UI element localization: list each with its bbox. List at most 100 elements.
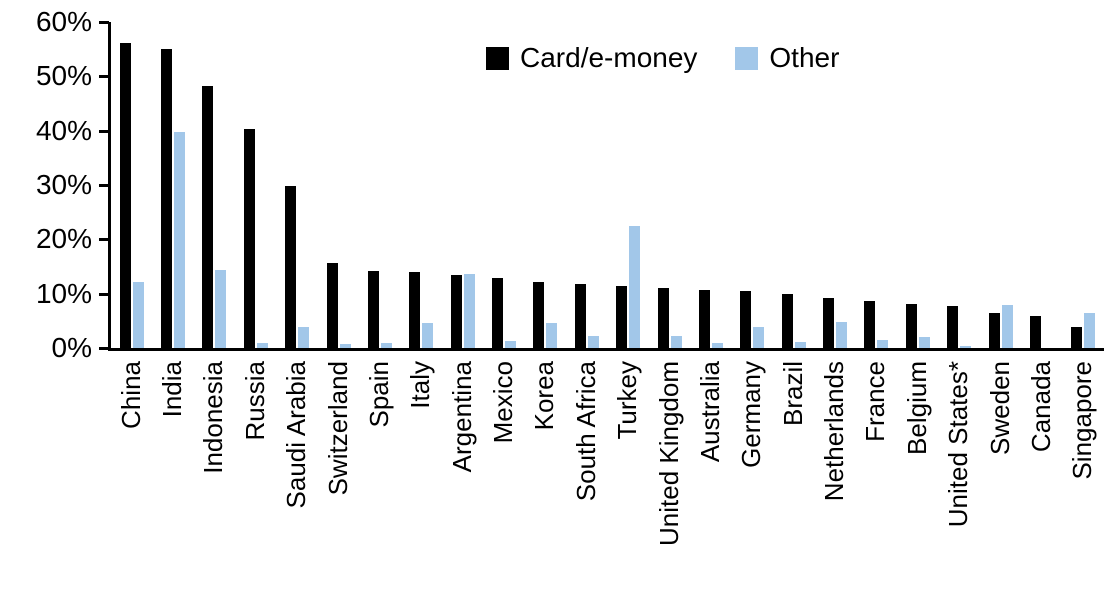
bar-card-e-money-saudi-arabia (285, 186, 297, 348)
x-label-cell-india: India (152, 361, 193, 591)
x-label-cell-united-kingdom: United Kingdom (649, 361, 690, 591)
bar-other-india (174, 132, 186, 348)
bar-group-russia (235, 22, 276, 348)
x-label-cell-sweden: Sweden (980, 361, 1021, 591)
bar-card-e-money-australia (698, 289, 710, 348)
bar-other-russia (256, 343, 268, 348)
bar-card-e-money-india (161, 49, 173, 348)
bar-other-sweden (1001, 304, 1013, 348)
bar-card-e-money-united-kingdom (657, 288, 669, 348)
x-label-cell-germany: Germany (732, 361, 773, 591)
x-label-cell-switzerland: Switzerland (318, 361, 359, 591)
bar-group-korea (525, 22, 566, 348)
x-label-italy: Italy (405, 361, 436, 409)
x-label-cell-china: China (111, 361, 152, 591)
x-label-united-states: United States* (943, 361, 974, 528)
bar-other-china (132, 281, 144, 348)
y-axis-line (108, 22, 111, 351)
x-label-switzerland: Switzerland (322, 361, 353, 496)
x-label-cell-indonesia: Indonesia (194, 361, 235, 591)
bar-other-turkey (629, 226, 641, 348)
bar-other-france (877, 339, 889, 348)
bar-group-mexico (483, 22, 524, 348)
x-label-cell-saudi-arabia: Saudi Arabia (277, 361, 318, 591)
x-label-mexico: Mexico (488, 361, 519, 444)
x-axis-line (108, 348, 1104, 351)
bar-group-india (152, 22, 193, 348)
bar-group-switzerland (318, 22, 359, 348)
x-label-india: India (157, 361, 188, 418)
x-label-cell-singapore: Singapore (1063, 361, 1104, 591)
x-label-argentina: Argentina (446, 361, 477, 473)
bar-group-belgium (897, 22, 938, 348)
x-label-cell-russia: Russia (235, 361, 276, 591)
x-label-cell-canada: Canada (1021, 361, 1062, 591)
bar-card-e-money-turkey (616, 285, 628, 348)
y-tick-0 (99, 347, 109, 350)
y-tick-label-60: 60% (35, 6, 92, 37)
legend-label-other: Other (769, 42, 840, 73)
legend-item-other: Other (735, 42, 839, 74)
bar-card-e-money-indonesia (202, 86, 214, 348)
legend: Card/e-money Other (486, 42, 839, 74)
bar-group-south-africa (566, 22, 607, 348)
x-label-china: China (115, 361, 146, 429)
plot-area (111, 22, 1104, 348)
bar-other-belgium (918, 337, 930, 348)
bar-card-e-money-france (864, 301, 876, 348)
legend-item-card-e-money: Card/e-money (486, 42, 697, 74)
bar-card-e-money-brazil (781, 293, 793, 348)
bar-group-united-kingdom (649, 22, 690, 348)
bar-other-italy (422, 323, 434, 348)
x-label-cell-spain: Spain (359, 361, 400, 591)
bar-card-e-money-switzerland (326, 262, 338, 348)
x-label-sweden: Sweden (984, 361, 1015, 455)
x-label-spain: Spain (363, 361, 394, 428)
bar-group-china (111, 22, 152, 348)
x-label-canada: Canada (1025, 361, 1056, 453)
bar-group-australia (690, 22, 731, 348)
bar-card-e-money-italy (409, 271, 421, 348)
x-label-australia: Australia (694, 361, 725, 463)
x-label-saudi-arabia: Saudi Arabia (281, 361, 312, 509)
x-label-cell-united-states: United States* (939, 361, 980, 591)
x-label-korea: Korea (529, 361, 560, 431)
bar-other-singapore (1084, 312, 1096, 348)
bar-other-spain (380, 343, 392, 348)
x-label-cell-france: France (856, 361, 897, 591)
x-label-cell-australia: Australia (690, 361, 731, 591)
bar-card-e-money-mexico (492, 277, 504, 348)
bar-group-brazil (773, 22, 814, 348)
bar-card-e-money-south-africa (574, 284, 586, 348)
bar-card-e-money-germany (740, 290, 752, 348)
bar-group-turkey (608, 22, 649, 348)
x-label-indonesia: Indonesia (198, 361, 229, 474)
y-tick-30 (99, 184, 109, 187)
bar-other-switzerland (339, 343, 351, 348)
bar-other-netherlands (836, 322, 848, 348)
bar-card-e-money-russia (243, 128, 255, 348)
legend-label-card-e-money: Card/e-money (520, 42, 698, 73)
bar-other-germany (753, 326, 765, 348)
x-label-cell-italy: Italy (401, 361, 442, 591)
bar-other-united-states (960, 346, 972, 348)
x-label-cell-south-africa: South Africa (566, 361, 607, 591)
bar-group-italy (401, 22, 442, 348)
bar-card-e-money-belgium (905, 304, 917, 348)
bar-group-netherlands (814, 22, 855, 348)
bar-other-saudi-arabia (298, 326, 310, 348)
bar-other-mexico (505, 341, 517, 348)
bar-other-australia (711, 342, 723, 348)
x-axis-labels: China India Indonesia Russia Saudi Arabia Swi… (111, 361, 1104, 591)
x-label-cell-turkey: Turkey (608, 361, 649, 591)
x-label-cell-brazil: Brazil (773, 361, 814, 591)
bar-other-brazil (794, 342, 806, 348)
x-label-cell-mexico: Mexico (483, 361, 524, 591)
x-label-cell-belgium: Belgium (897, 361, 938, 591)
bar-card-e-money-sweden (988, 312, 1000, 348)
y-tick-60 (99, 21, 109, 24)
x-label-cell-netherlands: Netherlands (814, 361, 855, 591)
x-label-turkey: Turkey (612, 361, 643, 440)
legend-swatch-other-icon (735, 46, 759, 70)
